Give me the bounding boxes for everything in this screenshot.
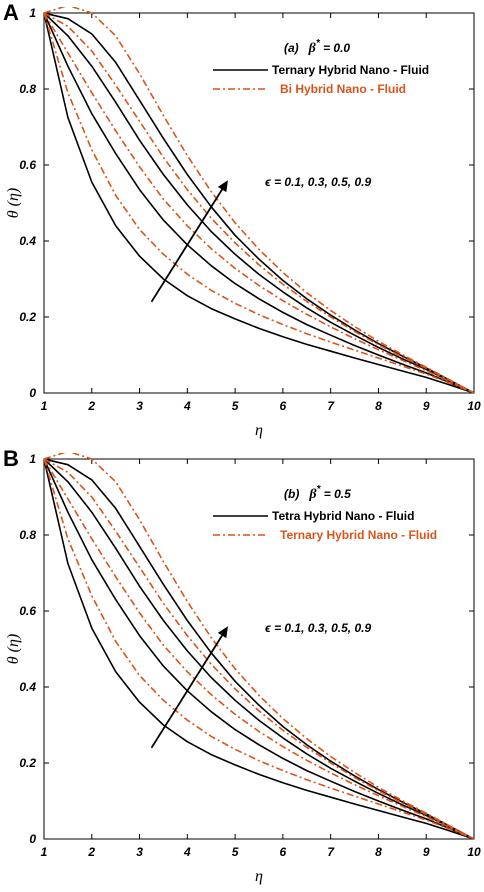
x-axis-label: η [255, 868, 263, 885]
x-tick-label: 1 [41, 845, 48, 859]
chart-a: A 1 2 3 4 5 6 7 8 9 10 0 0.2 0.4 0.6 0.8 1 η θ (η) ϵ = 0.1… [3, 0, 481, 439]
x-tick-label: 2 [87, 399, 95, 413]
y-tick-label: 0.4 [19, 234, 36, 248]
legend-label-2: Ternary Hybrid Nano - Fluid [280, 528, 437, 542]
trend-arrow-head [217, 626, 228, 639]
series-2-curve-4 [44, 7, 474, 393]
x-tick-label: 6 [280, 399, 287, 413]
chart-b: B 1 2 3 4 5 6 7 8 9 10 0 0.2 0.4 0.6 0.8 1 η θ (η) ϵ = 0.1… [3, 446, 481, 885]
x-tick-label: 4 [183, 399, 191, 413]
series-1-curve-4 [44, 12, 474, 393]
chart-panel-a: A 1 2 3 4 5 6 7 8 9 10 0 0.2 0.4 0.6 0.8 1 η θ (η) ϵ = 0.1… [3, 0, 481, 439]
plot-frame [43, 458, 475, 840]
series-2-curve-2 [44, 12, 474, 393]
panel-label: B [3, 446, 19, 471]
y-tick-label: 0.4 [19, 680, 36, 694]
legend-label-1: Tetra Hybrid Nano - Fluid [272, 509, 414, 523]
series-1-curve-3 [44, 458, 474, 839]
x-tick-label: 6 [280, 845, 287, 859]
x-tick-label: 7 [327, 845, 335, 859]
x-tick-label: 9 [423, 399, 430, 413]
x-tick-label: 9 [423, 845, 430, 859]
y-tick-label: 1 [29, 452, 36, 466]
x-tick-label: 2 [87, 845, 95, 859]
x-tick-label: 3 [136, 845, 143, 859]
series-1-curve-1 [44, 12, 474, 393]
x-tick-label: 8 [375, 845, 382, 859]
x-tick-label: 4 [183, 845, 191, 859]
y-tick-label: 0.8 [19, 528, 36, 542]
series-2-curve-3 [44, 12, 474, 393]
x-tick-label: 3 [136, 399, 143, 413]
chart-panel-b: B 1 2 3 4 5 6 7 8 9 10 0 0.2 0.4 0.6 0.8 1 η θ (η) ϵ = 0.1… [0, 446, 484, 892]
legend-label-2: Bi Hybrid Nano - Fluid [280, 82, 406, 96]
x-tick-label: 5 [232, 399, 239, 413]
y-axis-label: θ (η) [5, 634, 22, 664]
legend-label-1: Ternary Hybrid Nano - Fluid [272, 63, 429, 77]
series-1-curve-3 [44, 12, 474, 393]
series-1-curve-4 [44, 458, 474, 839]
series-2-curve-2 [44, 458, 474, 839]
y-tick-label: 1 [29, 6, 36, 20]
x-tick-label: 10 [467, 399, 481, 413]
x-tick-label: 10 [467, 845, 481, 859]
y-tick-label: 0 [29, 832, 36, 846]
series-1-curve-2 [44, 12, 474, 393]
y-tick-label: 0.6 [19, 158, 36, 172]
epsilon-label: ϵ = 0.1, 0.3, 0.5, 0.9 [265, 621, 371, 635]
y-tick-label: 0.8 [19, 82, 36, 96]
trend-arrow [150, 630, 226, 749]
plot-frame [43, 12, 475, 394]
y-axis-label: θ (η) [5, 188, 22, 218]
panel-label: A [3, 0, 19, 25]
series-2-curve-3 [44, 458, 474, 839]
y-tick-label: 0.2 [19, 756, 36, 770]
trend-arrow-head [217, 180, 228, 193]
y-tick-label: 0.2 [19, 310, 36, 324]
curves [44, 7, 474, 393]
x-axis-label: η [255, 422, 263, 439]
series-1-curve-2 [44, 458, 474, 839]
x-tick-label: 1 [41, 399, 48, 413]
caption: (b) β* = 0.5 [284, 484, 351, 502]
epsilon-label: ϵ = 0.1, 0.3, 0.5, 0.9 [265, 175, 371, 189]
y-tick-label: 0 [29, 386, 36, 400]
x-tick-label: 7 [327, 399, 335, 413]
curves [44, 453, 474, 839]
series-1-curve-1 [44, 458, 474, 839]
series-2-curve-1 [44, 458, 474, 839]
trend-arrow [150, 184, 226, 303]
y-tick-label: 0.6 [19, 604, 36, 618]
series-2-curve-1 [44, 12, 474, 393]
series-2-curve-4 [44, 453, 474, 839]
caption: (a) β* = 0.0 [284, 38, 350, 56]
x-tick-label: 5 [232, 845, 239, 859]
x-tick-label: 8 [375, 399, 382, 413]
